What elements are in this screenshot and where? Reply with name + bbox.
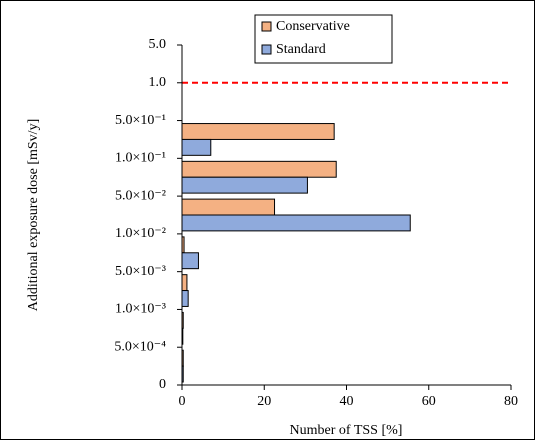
y-tick-label: 1.0 bbox=[149, 75, 167, 90]
x-axis-label: Number of TSS [%] bbox=[290, 423, 403, 438]
y-tick-label: 1.0×10⁻³ bbox=[115, 302, 166, 317]
x-tick-label: 0 bbox=[179, 394, 186, 409]
y-tick-label: 5.0×10⁻³ bbox=[115, 264, 166, 279]
bar bbox=[181, 252, 199, 270]
bar bbox=[181, 290, 189, 307]
bar bbox=[181, 214, 411, 232]
bar bbox=[181, 160, 337, 178]
y-tick-label: 5.0×10⁻⁴ bbox=[114, 339, 166, 354]
legend-label: Standard bbox=[276, 42, 326, 57]
y-tick-label: 5.0×10⁻¹ bbox=[115, 113, 166, 128]
y-tick-label: 5.0×10⁻² bbox=[115, 188, 166, 203]
bar bbox=[181, 123, 335, 140]
y-tick-label: 1.0×10⁻¹ bbox=[115, 151, 166, 166]
bar bbox=[181, 274, 188, 292]
legend-box bbox=[254, 14, 393, 64]
x-tick-label: 60 bbox=[422, 394, 436, 409]
y-tick-label: 0 bbox=[159, 377, 166, 392]
bar bbox=[181, 176, 308, 194]
legend-swatch bbox=[261, 44, 272, 55]
x-tick-label: 20 bbox=[257, 394, 271, 409]
x-tick-label: 80 bbox=[504, 394, 518, 409]
legend-swatch bbox=[261, 21, 272, 32]
bar bbox=[181, 138, 212, 156]
y-tick-label: 1.0×10⁻² bbox=[115, 226, 166, 241]
bar bbox=[181, 198, 276, 216]
y-tick-label: 5.0 bbox=[149, 37, 167, 52]
legend-label: Conservative bbox=[276, 19, 350, 34]
x-tick-label: 40 bbox=[340, 394, 354, 409]
y-axis-label: Additional exposure dose [mSv/y] bbox=[26, 119, 41, 311]
